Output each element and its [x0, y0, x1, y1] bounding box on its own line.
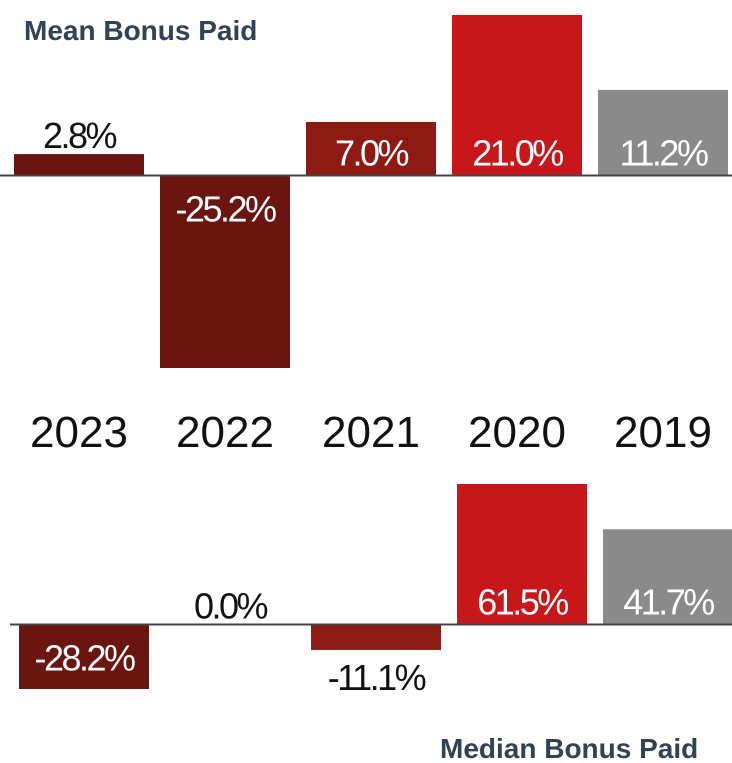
x-tick-label: 2021 — [322, 408, 420, 457]
bar — [14, 154, 144, 176]
data-label: 11.2% — [620, 132, 708, 173]
chart-title: Mean Bonus Paid — [24, 15, 257, 46]
data-label: 61.5% — [477, 582, 568, 623]
data-label: -25.2% — [175, 188, 276, 229]
data-label: 41.7% — [623, 582, 714, 623]
chart-title: Median Bonus Paid — [440, 733, 698, 763]
data-label: 7.0% — [335, 132, 409, 173]
data-label: -11.1% — [328, 657, 426, 698]
bar — [19, 624, 149, 689]
bar — [160, 175, 290, 368]
bar — [306, 121, 436, 176]
data-label: 0.0% — [194, 586, 268, 627]
data-label: 21.0% — [472, 132, 563, 173]
data-label: -28.2% — [34, 638, 135, 679]
x-tick-label: 2023 — [30, 408, 128, 457]
bar — [603, 529, 732, 625]
x-tick-label: 2020 — [468, 408, 566, 457]
bar — [457, 484, 587, 625]
x-tick-label: 2019 — [614, 408, 712, 457]
bar — [311, 624, 441, 650]
bar — [598, 89, 728, 176]
bar — [452, 15, 582, 176]
x-tick-label: 2022 — [176, 408, 274, 457]
data-label: 2.8% — [43, 115, 117, 156]
